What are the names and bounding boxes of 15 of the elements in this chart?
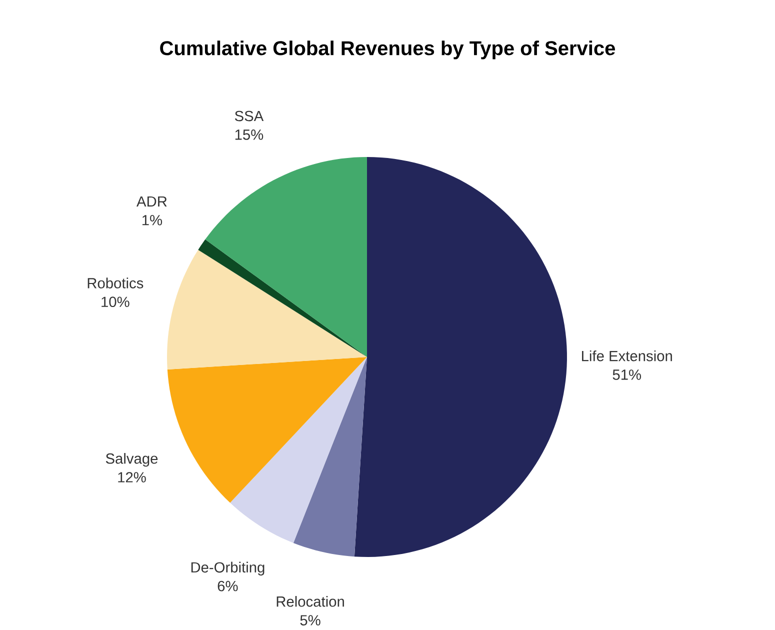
data-label: 5% <box>300 615 320 626</box>
data-label: 12% <box>118 472 146 482</box>
data-label: 15% <box>235 130 264 140</box>
slice-label: ADR <box>136 196 167 207</box>
slice-label: Salvage <box>106 453 158 467</box>
data-label: 1% <box>142 215 162 226</box>
data-label: 51% <box>612 370 642 380</box>
slice-label: Robotics <box>88 278 144 288</box>
data-label: 6% <box>218 580 238 592</box>
slice-label: Relocation <box>276 596 344 607</box>
slice-label: De-Orbiting <box>191 562 264 576</box>
slice-label: Life Extension <box>582 350 672 362</box>
chart-title: Cumulative Global Revenues by Type of Service <box>160 40 616 60</box>
slice-label: SSA <box>234 110 264 122</box>
data-label: 10% <box>102 296 130 308</box>
